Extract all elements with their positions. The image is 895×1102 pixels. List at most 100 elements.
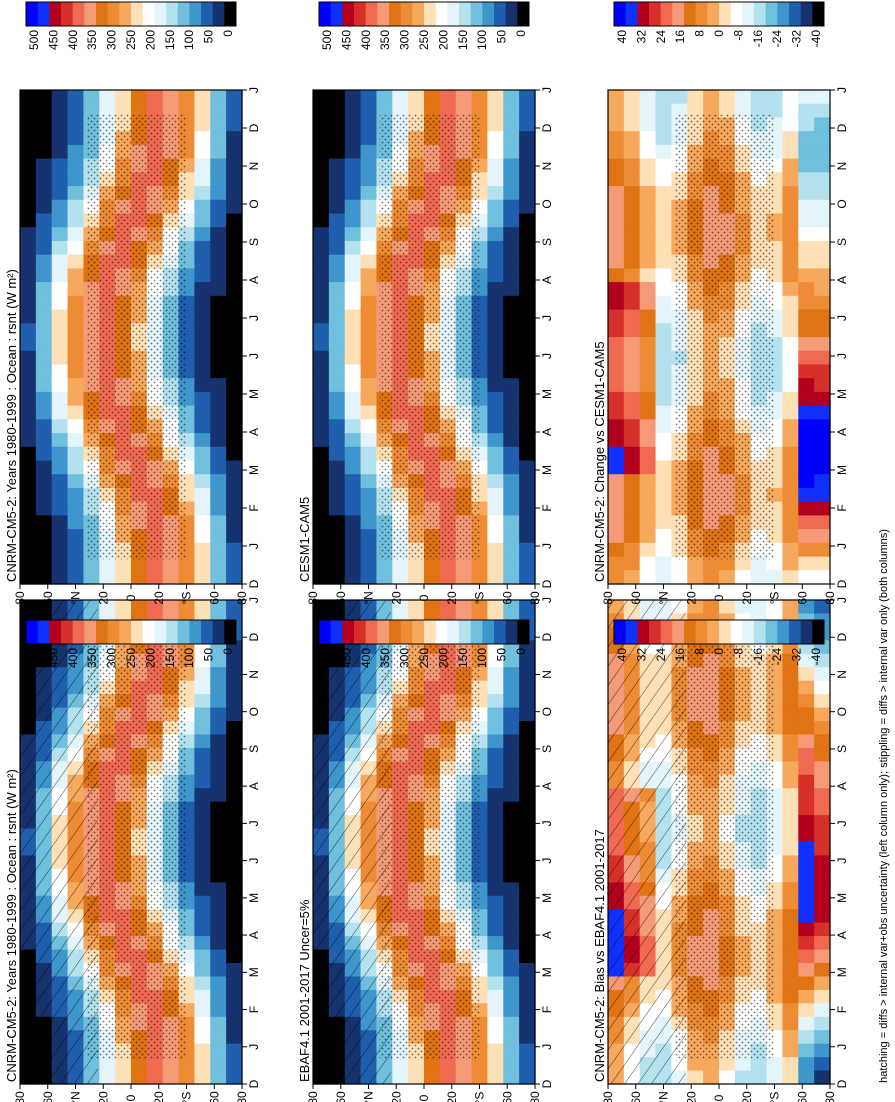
- colorbar-swatch: [212, 2, 225, 26]
- heat-cell: [360, 199, 378, 215]
- heat-cell: [503, 501, 520, 516]
- month-tick-label: M: [247, 465, 261, 475]
- heat-cell: [766, 1070, 784, 1085]
- heat-cell: [51, 309, 69, 324]
- heat-cell: [519, 144, 536, 160]
- month-tick-label: D: [247, 579, 261, 588]
- colorbar-label: 250: [124, 30, 138, 50]
- lat-tick-label: °S: [180, 1092, 194, 1102]
- colorbar-label: -40: [809, 30, 823, 48]
- heat-cell: [35, 131, 53, 146]
- heat-cell: [798, 721, 815, 736]
- heat-cell: [639, 529, 657, 544]
- heat-cell: [344, 570, 362, 585]
- heat-cell: [519, 309, 536, 324]
- heat-cell: [798, 570, 815, 585]
- colorbar-swatch: [742, 2, 755, 26]
- heat-cell: [782, 1070, 799, 1085]
- colorbar-swatch: [625, 2, 638, 26]
- heat-cell: [687, 103, 704, 119]
- heat-cell: [51, 474, 69, 489]
- colorbar-label: 300: [398, 648, 412, 668]
- heat-cell: [35, 515, 53, 530]
- heat-cell: [360, 131, 378, 146]
- heat-cell: [639, 103, 657, 119]
- heat-cell: [194, 542, 211, 558]
- heat-cell: [623, 172, 641, 187]
- heat-cell: [226, 144, 243, 160]
- heat-cell: [226, 131, 243, 146]
- heat-cell: [608, 268, 625, 283]
- heat-cell: [226, 542, 243, 558]
- heat-cell: [687, 600, 704, 615]
- heat-cell: [360, 433, 378, 448]
- heat-cell: [194, 1043, 211, 1058]
- heat-cell: [734, 556, 752, 571]
- heat-cell: [455, 90, 473, 105]
- heat-cell: [344, 542, 362, 558]
- colorbar-label: 450: [46, 30, 60, 50]
- colorbar-swatch: [389, 620, 402, 644]
- heat-cell: [519, 186, 536, 201]
- heat-cell: [328, 186, 346, 201]
- heat-cell: [608, 117, 625, 132]
- heat-cell: [503, 976, 520, 991]
- heat-cell: [67, 172, 85, 187]
- heat-cell: [608, 364, 625, 379]
- heat-cell: [328, 323, 346, 338]
- colorbar-swatch: [789, 620, 802, 644]
- heat-cell: [360, 556, 378, 571]
- heat-cell: [194, 391, 211, 407]
- heat-cell: [226, 103, 243, 119]
- lat-tick-label: 80: [823, 591, 837, 605]
- heat-cell: [226, 1070, 243, 1085]
- colorbar-swatch: [614, 2, 627, 26]
- colorbar-swatch: [719, 2, 732, 26]
- heat-cell: [210, 909, 227, 924]
- heat-cell: [623, 460, 641, 475]
- colorbar-swatch: [61, 620, 74, 644]
- heat-cell: [20, 570, 37, 585]
- heat-cell: [131, 556, 148, 571]
- month-tick-label: J: [540, 597, 554, 603]
- heat-cell: [487, 734, 504, 749]
- colorbar-swatch: [672, 620, 685, 644]
- month-tick-label: A: [540, 428, 554, 436]
- colorbar-label: 400: [66, 30, 80, 50]
- heat-cell: [503, 989, 520, 1004]
- heat-cell: [328, 240, 346, 256]
- colorbar-swatch: [789, 2, 802, 26]
- heat-cell: [487, 707, 504, 722]
- heat-cell: [503, 1043, 520, 1058]
- heat-cell: [798, 446, 815, 462]
- heat-cell: [210, 240, 227, 256]
- heat-cell: [503, 909, 520, 924]
- heat-cell: [424, 103, 441, 119]
- month-tick-label: S: [540, 238, 554, 246]
- colorbar-label: 16: [673, 30, 687, 44]
- heat-cell: [360, 309, 378, 324]
- heat-cell: [503, 364, 520, 379]
- heat-cell: [750, 556, 768, 571]
- heat-cell: [487, 158, 504, 173]
- heat-cell: [655, 460, 673, 475]
- heat-cell: [210, 868, 227, 883]
- heat-cell: [424, 1070, 441, 1085]
- heat-cell: [178, 1057, 196, 1072]
- heat-cell: [360, 460, 378, 475]
- heat-cell: [471, 600, 489, 615]
- heat-cell: [487, 309, 504, 324]
- heat-cell: [194, 131, 211, 146]
- lat-tick-label: 20: [445, 1091, 459, 1102]
- heat-cell: [51, 240, 69, 256]
- heat-cell: [226, 855, 243, 870]
- heat-cell: [51, 254, 69, 269]
- heat-cell: [503, 487, 520, 503]
- heat-cell: [51, 487, 69, 503]
- colorbar-label: 350: [378, 648, 392, 668]
- heat-cell: [814, 1016, 831, 1031]
- heat-cell: [194, 855, 211, 870]
- heat-cell: [210, 186, 227, 201]
- heat-cell: [455, 103, 473, 119]
